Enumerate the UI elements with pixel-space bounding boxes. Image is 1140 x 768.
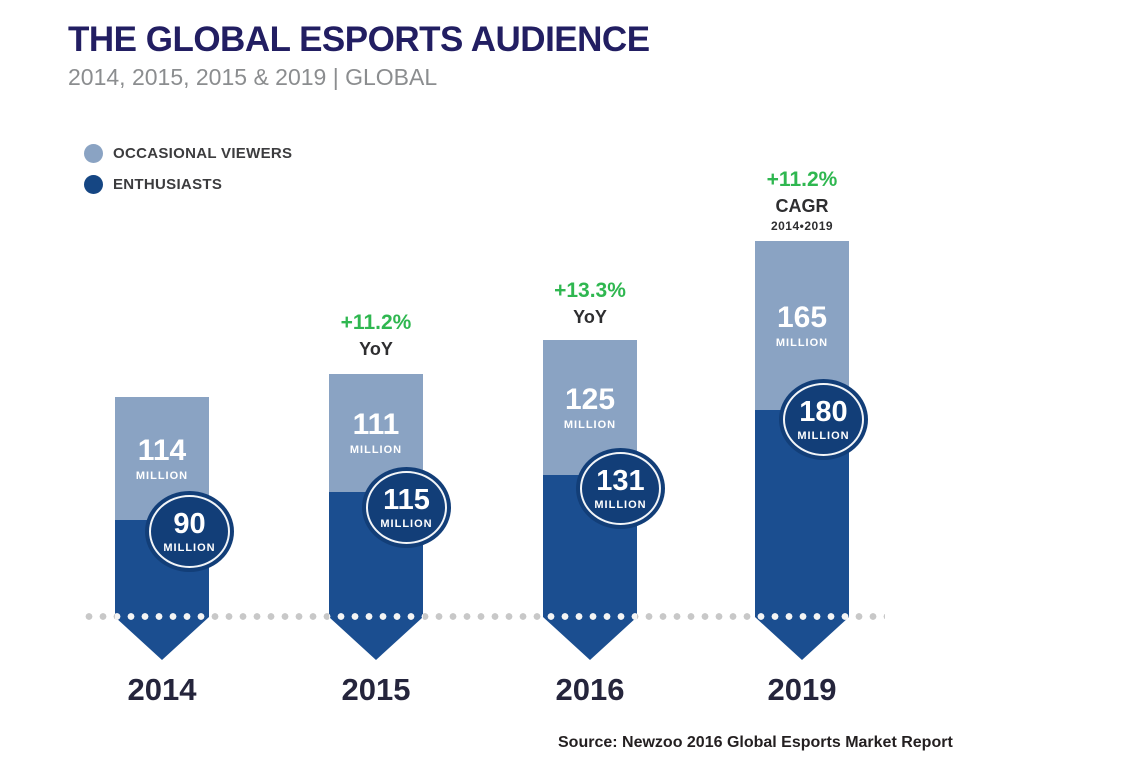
- legend-label: OCCASIONAL VIEWERS: [113, 145, 293, 162]
- legend: OCCASIONAL VIEWERS ENTHUSIASTS: [84, 141, 292, 203]
- dotted-baseline: [85, 612, 885, 621]
- enthusiasts-swatch-icon: [84, 175, 103, 194]
- page-title: THE GLOBAL ESPORTS AUDIENCE: [68, 20, 650, 59]
- bar-2016-enthusiasts-badge: 131 MILLION: [576, 448, 665, 529]
- enthusiasts-value: 131: [596, 464, 645, 497]
- growth-label: YoY: [573, 307, 607, 328]
- dotted-baseline-overlay: [115, 612, 209, 621]
- growth-label: CAGR: [775, 196, 829, 217]
- occasional-value: 125: [564, 382, 616, 416]
- bar-2019-enthusiasts-badge: 180 MILLION: [779, 379, 868, 460]
- million-label: MILLION: [163, 541, 216, 554]
- million-label: MILLION: [775, 336, 829, 349]
- enthusiasts-value: 115: [383, 483, 430, 516]
- dotted-baseline-overlay: [755, 612, 849, 621]
- dotted-baseline-overlay: [329, 612, 423, 621]
- enthusiasts-value: 180: [799, 395, 848, 428]
- legend-item-occasional-viewers: OCCASIONAL VIEWERS: [84, 141, 292, 166]
- million-label: MILLION: [563, 418, 617, 431]
- growth-annotation-2015: +11.2% YoY: [296, 311, 456, 360]
- axis-label-2016: 2016: [555, 672, 625, 707]
- occasional-value: 114: [137, 433, 187, 467]
- growth-value: +11.2%: [766, 168, 838, 191]
- source-attribution: Source: Newzoo 2016 Global Esports Marke…: [558, 734, 953, 751]
- bar-2014-enthusiasts-badge: 90 MILLION: [145, 491, 234, 572]
- million-label: MILLION: [349, 444, 403, 456]
- growth-value: +13.3%: [554, 279, 626, 302]
- growth-annotation-2019: +11.2% CAGR 2014•2019: [722, 168, 882, 233]
- million-label: MILLION: [380, 517, 433, 530]
- million-label: MILLION: [135, 469, 189, 482]
- occasional-viewers-swatch-icon: [84, 144, 103, 163]
- million-label: MILLION: [797, 429, 850, 442]
- enthusiasts-value: 90: [173, 507, 206, 540]
- legend-item-enthusiasts: ENTHUSIASTS: [84, 172, 292, 197]
- axis-label-2019: 2019: [767, 672, 837, 707]
- axis-label-2015: 2015: [341, 672, 411, 707]
- occasional-value: 111: [352, 408, 400, 441]
- axis-label-2014: 2014: [127, 672, 197, 707]
- occasional-value: 165: [776, 300, 828, 334]
- growth-value: +11.2%: [340, 311, 412, 334]
- million-label: MILLION: [594, 498, 647, 511]
- growth-sublabel: 2014•2019: [770, 219, 834, 234]
- bar-2015-occasional-segment: 111 MILLION: [329, 374, 423, 492]
- legend-label: ENTHUSIASTS: [113, 176, 223, 193]
- growth-annotation-2016: +13.3% YoY: [510, 279, 670, 328]
- dotted-baseline-overlay: [543, 612, 637, 621]
- growth-label: YoY: [359, 339, 393, 360]
- bar-2015-enthusiasts-badge: 115 MILLION: [362, 467, 451, 548]
- page-subtitle: 2014, 2015, 2015 & 2019 | GLOBAL: [68, 64, 438, 90]
